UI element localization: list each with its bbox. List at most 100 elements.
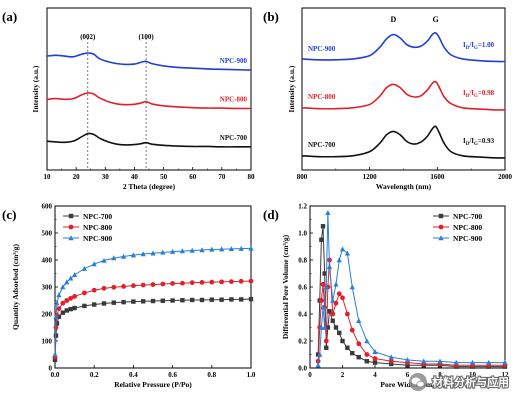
- panel-d-data-point: [340, 295, 345, 301]
- panel-a-peak-annotation: (002): [80, 33, 96, 41]
- panel-b-x-axis-title: Wavelength (nm): [376, 182, 432, 191]
- panel-a-y-axis-title: Intensity (a.u.): [31, 65, 40, 112]
- panel-c-x-axis-title: Relative Pressure (P/Po): [114, 380, 192, 389]
- panel-c-data-point: [111, 284, 117, 290]
- panel-c-data-point: [91, 261, 97, 267]
- panel-c-data-point: [82, 290, 87, 296]
- panel-a-series-label: NPC-900: [220, 57, 248, 65]
- panel-d-data-point: [322, 271, 327, 276]
- panel-d-y-tick-label: 0.6: [298, 284, 307, 292]
- panel-d-data-point: [330, 311, 336, 317]
- panel-c-data-point: [81, 265, 87, 271]
- panel-c-data-point: [68, 275, 74, 281]
- panel-d-data-point: [421, 358, 427, 364]
- panel-d-legend-label: NPC-700: [453, 212, 482, 221]
- panel-c-x-tick-label: 0.6: [168, 371, 177, 379]
- panel-c-data-point: [52, 357, 58, 363]
- panel-d-data-point: [364, 359, 370, 364]
- panel-d-x-tick-label: 4: [373, 371, 377, 379]
- panel-a-series-label: NPC-700: [220, 134, 248, 142]
- panel-c-data-point: [228, 246, 234, 252]
- panel-d-data-point: [364, 338, 370, 344]
- panel-b-series-label: NPC-700: [308, 141, 336, 149]
- panel-b-ratio-label: ID/IG=1.00: [463, 41, 495, 51]
- panel-c-data-point: [52, 351, 58, 357]
- panel-c-data-point: [179, 248, 185, 254]
- panel-c-data-point: [238, 245, 244, 251]
- panel-a-x-tick-label: 20: [73, 173, 81, 181]
- panel-d-data-point: [336, 257, 342, 263]
- panel-c-data-point: [150, 298, 156, 304]
- panel-d-data-point: [372, 360, 378, 365]
- panel-c-data-point: [229, 297, 234, 302]
- panel-d-data-point: [356, 317, 362, 323]
- panel-b-x-tick-label: 1600: [430, 173, 445, 181]
- panel-c-y-tick-label: 0: [49, 365, 53, 373]
- panel-d-data-point: [326, 263, 333, 269]
- panel-b-d-peak-label: D: [390, 15, 396, 24]
- panel-d-data-point: [364, 352, 370, 357]
- panel-c-data-point: [170, 248, 176, 254]
- panel-c-data-point: [60, 300, 66, 306]
- panel-c-data-point: [72, 294, 77, 299]
- panel-d-data-point: [453, 359, 459, 365]
- panel-c-data-point: [209, 246, 215, 252]
- panel-c-data-point: [64, 308, 69, 313]
- wechat-icon-bubble: [416, 380, 425, 388]
- panel-a-panel-label: (a): [2, 9, 17, 24]
- panel-d-data-point: [323, 338, 329, 344]
- panel-d-data-point: [336, 291, 342, 297]
- panel-c-data-point: [239, 297, 244, 302]
- panel-d-x-tick-label: 6: [406, 371, 410, 379]
- panel-c-data-point: [131, 299, 136, 304]
- panel-c-data-point: [150, 282, 156, 287]
- panel-b-raman-chart: (b) 800 1200 1600 2000 Wavelength (nm) Intensi…: [263, 7, 513, 191]
- panel-d-data-point: [344, 311, 350, 317]
- panel-c-legend-label: NPC-700: [83, 212, 112, 221]
- panel-c-data-point: [190, 297, 195, 303]
- panel-d-data-point: [327, 309, 332, 314]
- panel-c-data-point: [219, 246, 225, 252]
- panel-d-y-tick-label: 0.4: [298, 311, 307, 319]
- panel-d-data-point: [388, 354, 394, 360]
- panel-c-data-point: [101, 285, 107, 291]
- panel-c-data-point: [199, 247, 205, 253]
- panel-c-data-point: [238, 278, 244, 284]
- panel-d-x-axis-title: Pore Width (nm): [380, 380, 435, 389]
- panel-d-data-point: [315, 362, 321, 368]
- panel-d-data-point: [319, 237, 324, 242]
- panel-c-data-point: [248, 296, 254, 302]
- panel-c-data-point: [56, 292, 62, 298]
- panel-c-data-point: [170, 298, 175, 303]
- panel-d-data-point: [320, 304, 326, 310]
- panel-c-data-point: [131, 283, 136, 289]
- panel-d-legend-marker: [438, 235, 444, 241]
- panel-d-data-point: [337, 330, 342, 336]
- panel-c-data-point: [91, 287, 97, 293]
- panel-c-y-tick-label: 300: [42, 284, 53, 292]
- panel-c-y-tick-label: 200: [42, 311, 53, 319]
- panel-c-data-point: [180, 280, 185, 286]
- panel-d-data-point: [372, 356, 378, 361]
- panel-c-y-tick-label: 400: [42, 257, 53, 265]
- panel-d-data-point: [502, 359, 508, 365]
- panel-c-data-point: [92, 302, 97, 307]
- panel-c-data-point: [209, 297, 214, 302]
- panel-c-data-point: [199, 297, 205, 303]
- panel-d-data-point: [349, 327, 355, 333]
- panel-c-data-point: [199, 280, 205, 285]
- panel-d-data-point: [388, 358, 394, 364]
- panel-c-data-point: [72, 305, 77, 311]
- panel-d-y-tick-label: 0.0: [298, 365, 307, 373]
- panel-d-data-point: [330, 297, 336, 303]
- panel-c-x-tick-label: 0.2: [90, 371, 99, 379]
- panel-a-series-line: [46, 92, 252, 110]
- panel-c-data-point: [160, 281, 166, 287]
- panel-b-x-tick-label: 1200: [363, 173, 378, 181]
- panel-b-series-line: [301, 125, 506, 159]
- panel-d-x-tick-label: 0: [308, 371, 312, 379]
- panel-a-x-tick-label: 70: [218, 173, 226, 181]
- panel-d-y-tick-label: 0.8: [298, 257, 307, 265]
- panel-c-data-point: [101, 301, 107, 306]
- panel-c-data-point: [111, 300, 116, 305]
